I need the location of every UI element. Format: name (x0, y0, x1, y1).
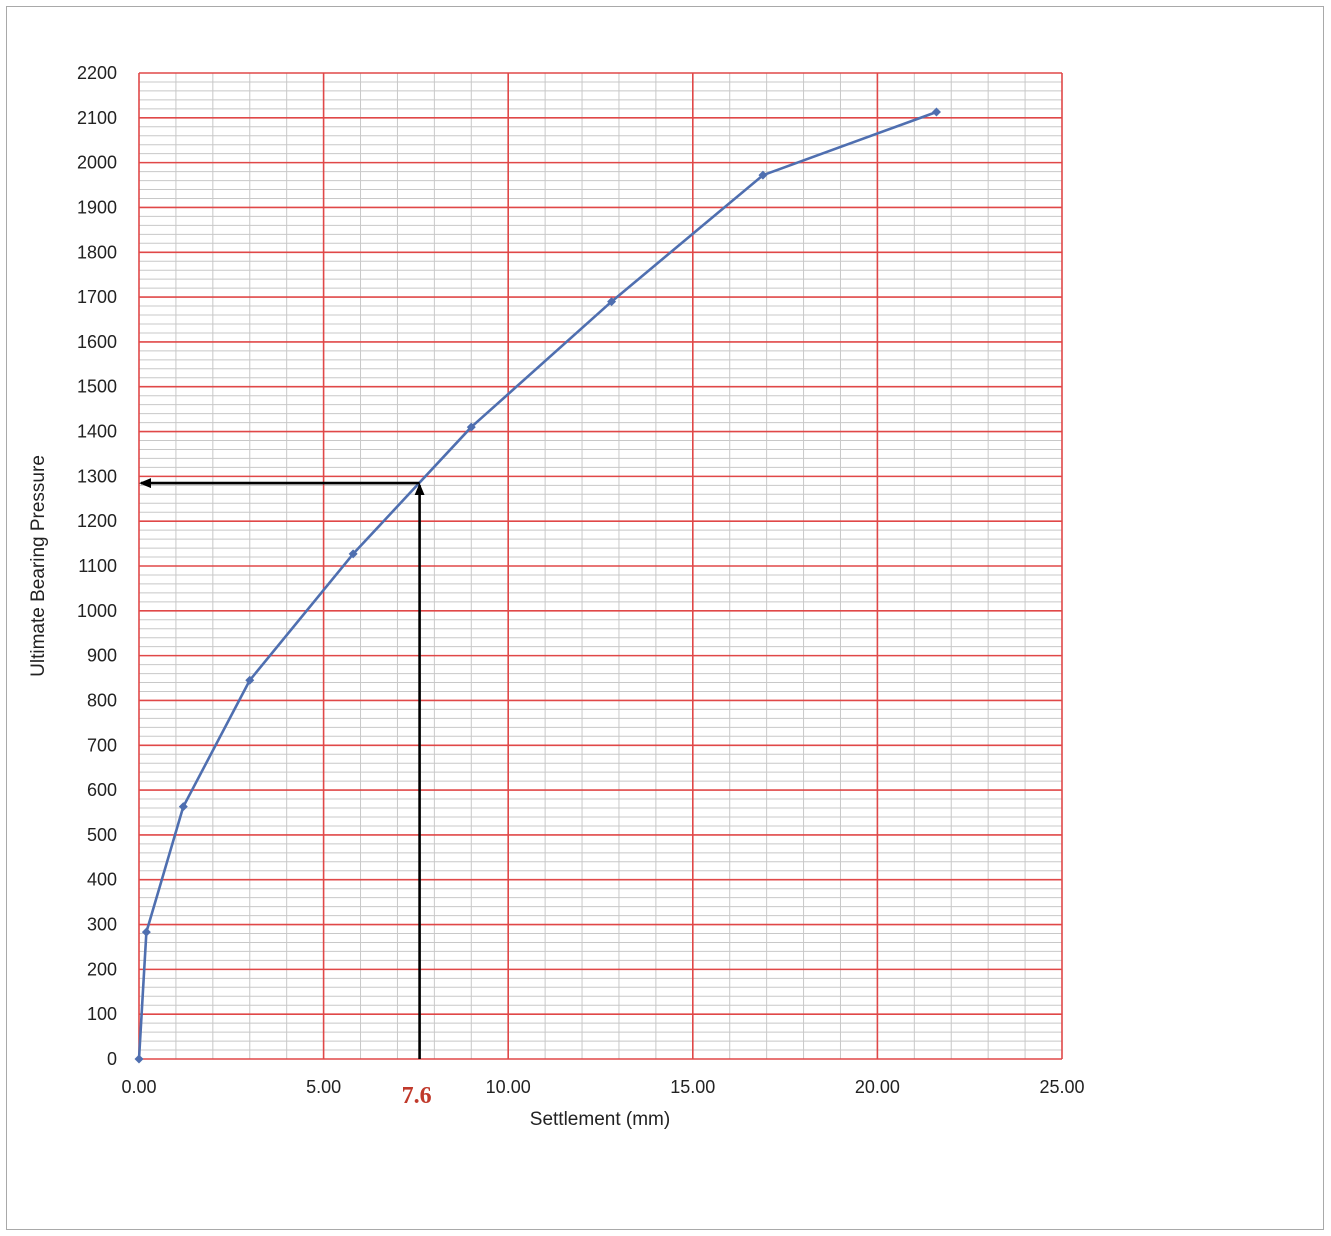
y-tick-label: 2100 (77, 108, 117, 128)
annotation-label: 7.6 (402, 1083, 432, 1109)
x-tick-label: 15.00 (670, 1077, 715, 1097)
x-tick-labels: 0.00 5.00 10.00 15.00 20.00 25.00 (121, 1077, 1084, 1097)
y-tick-label: 700 (87, 735, 117, 755)
data-point (466, 422, 476, 432)
data-point (758, 170, 768, 180)
y-tick-label: 400 (87, 870, 117, 890)
x-tick-label: 0.00 (121, 1077, 156, 1097)
x-tick-label: 20.00 (855, 1077, 900, 1097)
chart-frame (6, 6, 1324, 1230)
data-point (607, 297, 617, 307)
y-tick-label: 2200 (77, 63, 117, 83)
y-tick-label: 300 (87, 915, 117, 935)
x-tick-label: 5.00 (306, 1077, 341, 1097)
data-point (178, 802, 188, 812)
data-point (134, 1054, 144, 1064)
y-tick-label: 1900 (77, 197, 117, 217)
y-tick-label: 1800 (77, 242, 117, 262)
y-tick-label: 1400 (77, 422, 117, 442)
data-point (931, 107, 941, 117)
y-tick-labels: 0 100 200 300 400 500 600 700 800 900 1000 1100 1200… (77, 63, 117, 1069)
x-axis-title: Settlement (mm) (530, 1109, 670, 1130)
y-tick-label: 1600 (77, 332, 117, 352)
x-tick-label: 10.00 (486, 1077, 531, 1097)
series-line (137, 110, 937, 1060)
y-tick-label: 500 (87, 825, 117, 845)
y-tick-label: 600 (87, 780, 117, 800)
annotation-layer: 7.6 (139, 478, 432, 1109)
y-tick-label: 1000 (77, 601, 117, 621)
series-layer (134, 107, 941, 1064)
y-tick-label: 1100 (78, 556, 117, 576)
y-tick-label: 1500 (77, 377, 117, 397)
data-point (348, 549, 358, 559)
data-point (245, 675, 255, 685)
data-point (141, 927, 151, 937)
y-tick-label: 900 (87, 646, 117, 666)
y-tick-label: 0 (107, 1049, 117, 1069)
x-tick-label: 25.00 (1039, 1077, 1084, 1097)
y-tick-label: 1700 (77, 287, 117, 307)
y-tick-label: 1200 (77, 511, 117, 531)
y-tick-label: 1300 (77, 466, 117, 486)
y-tick-label: 200 (87, 959, 117, 979)
y-tick-label: 800 (87, 690, 117, 710)
y-tick-label: 100 (87, 1004, 117, 1024)
y-tick-label: 2000 (77, 153, 117, 173)
y-axis-title: Ultimate Bearing Pressure (28, 455, 49, 677)
major-grid (138, 72, 1063, 1060)
